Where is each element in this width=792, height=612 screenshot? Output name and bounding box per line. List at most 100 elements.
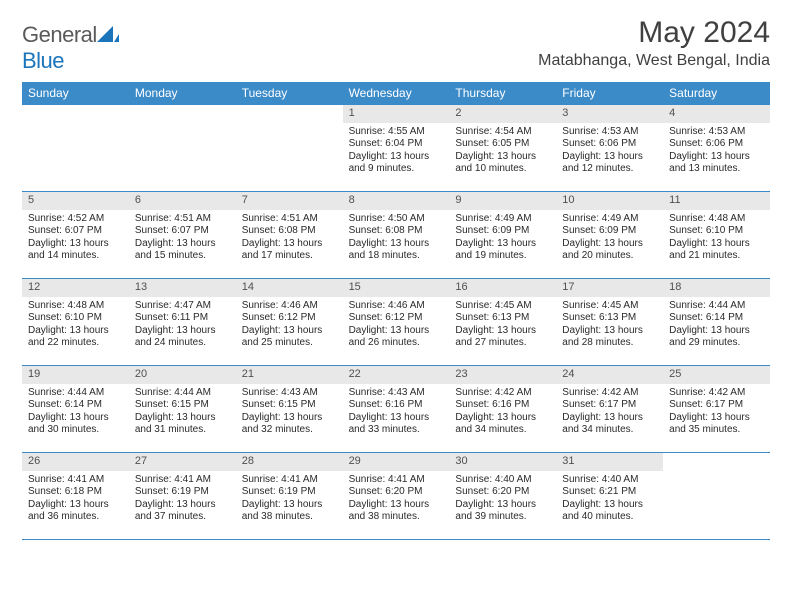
day-details: Sunrise: 4:46 AMSunset: 6:12 PMDaylight:… bbox=[236, 297, 343, 354]
day-number: 19 bbox=[22, 366, 129, 384]
day-details: Sunrise: 4:50 AMSunset: 6:08 PMDaylight:… bbox=[343, 210, 450, 267]
day-details: Sunrise: 4:40 AMSunset: 6:20 PMDaylight:… bbox=[449, 471, 556, 528]
day-sunrise: Sunrise: 4:40 AM bbox=[455, 474, 550, 487]
day-sunrise: Sunrise: 4:41 AM bbox=[135, 474, 230, 487]
day-daylight1: Daylight: 13 hours bbox=[28, 238, 123, 251]
day-number: 14 bbox=[236, 279, 343, 297]
day-number: 3 bbox=[556, 105, 663, 123]
day-details: Sunrise: 4:49 AMSunset: 6:09 PMDaylight:… bbox=[449, 210, 556, 267]
day-cell: 31Sunrise: 4:40 AMSunset: 6:21 PMDayligh… bbox=[556, 453, 663, 539]
day-details: Sunrise: 4:43 AMSunset: 6:15 PMDaylight:… bbox=[236, 384, 343, 441]
day-sunrise: Sunrise: 4:43 AM bbox=[242, 387, 337, 400]
day-daylight2: and 13 minutes. bbox=[669, 163, 764, 176]
day-daylight1: Daylight: 13 hours bbox=[562, 325, 657, 338]
day-number: 9 bbox=[449, 192, 556, 210]
day-number: 20 bbox=[129, 366, 236, 384]
day-cell: 9Sunrise: 4:49 AMSunset: 6:09 PMDaylight… bbox=[449, 192, 556, 278]
day-sunset: Sunset: 6:07 PM bbox=[135, 225, 230, 238]
day-daylight2: and 17 minutes. bbox=[242, 250, 337, 263]
day-daylight2: and 38 minutes. bbox=[349, 511, 444, 524]
day-daylight2: and 24 minutes. bbox=[135, 337, 230, 350]
day-number: 25 bbox=[663, 366, 770, 384]
day-daylight1: Daylight: 13 hours bbox=[28, 325, 123, 338]
day-daylight1: Daylight: 13 hours bbox=[562, 412, 657, 425]
day-daylight1: Daylight: 13 hours bbox=[669, 412, 764, 425]
day-sunset: Sunset: 6:20 PM bbox=[455, 486, 550, 499]
day-number: 29 bbox=[343, 453, 450, 471]
day-number: 10 bbox=[556, 192, 663, 210]
day-number: 17 bbox=[556, 279, 663, 297]
day-number: 12 bbox=[22, 279, 129, 297]
day-daylight2: and 21 minutes. bbox=[669, 250, 764, 263]
day-daylight1: Daylight: 13 hours bbox=[669, 325, 764, 338]
day-daylight2: and 38 minutes. bbox=[242, 511, 337, 524]
day-daylight1: Daylight: 13 hours bbox=[135, 325, 230, 338]
week-row: 5Sunrise: 4:52 AMSunset: 6:07 PMDaylight… bbox=[22, 191, 770, 278]
day-cell: 30Sunrise: 4:40 AMSunset: 6:20 PMDayligh… bbox=[449, 453, 556, 539]
day-cell: 12Sunrise: 4:48 AMSunset: 6:10 PMDayligh… bbox=[22, 279, 129, 365]
day-details: Sunrise: 4:45 AMSunset: 6:13 PMDaylight:… bbox=[449, 297, 556, 354]
day-cell: 20Sunrise: 4:44 AMSunset: 6:15 PMDayligh… bbox=[129, 366, 236, 452]
day-details: Sunrise: 4:45 AMSunset: 6:13 PMDaylight:… bbox=[556, 297, 663, 354]
day-details: Sunrise: 4:51 AMSunset: 6:07 PMDaylight:… bbox=[129, 210, 236, 267]
day-daylight1: Daylight: 13 hours bbox=[349, 238, 444, 251]
day-daylight2: and 12 minutes. bbox=[562, 163, 657, 176]
day-cell: 21Sunrise: 4:43 AMSunset: 6:15 PMDayligh… bbox=[236, 366, 343, 452]
weekday-saturday: Saturday bbox=[663, 82, 770, 104]
brand-blue: Blue bbox=[22, 48, 64, 73]
day-daylight2: and 36 minutes. bbox=[28, 511, 123, 524]
day-sunrise: Sunrise: 4:53 AM bbox=[562, 126, 657, 139]
logo-sail-icon bbox=[97, 22, 119, 47]
week-row: 19Sunrise: 4:44 AMSunset: 6:14 PMDayligh… bbox=[22, 365, 770, 452]
day-number: 30 bbox=[449, 453, 556, 471]
day-daylight1: Daylight: 13 hours bbox=[455, 412, 550, 425]
day-sunrise: Sunrise: 4:52 AM bbox=[28, 213, 123, 226]
day-daylight1: Daylight: 13 hours bbox=[349, 151, 444, 164]
day-number bbox=[663, 453, 770, 471]
day-number: 15 bbox=[343, 279, 450, 297]
day-details: Sunrise: 4:44 AMSunset: 6:14 PMDaylight:… bbox=[22, 384, 129, 441]
day-sunset: Sunset: 6:08 PM bbox=[349, 225, 444, 238]
day-number: 6 bbox=[129, 192, 236, 210]
day-daylight1: Daylight: 13 hours bbox=[349, 412, 444, 425]
day-number: 18 bbox=[663, 279, 770, 297]
day-details: Sunrise: 4:54 AMSunset: 6:05 PMDaylight:… bbox=[449, 123, 556, 180]
day-number bbox=[22, 105, 129, 123]
day-daylight1: Daylight: 13 hours bbox=[135, 238, 230, 251]
day-cell: 29Sunrise: 4:41 AMSunset: 6:20 PMDayligh… bbox=[343, 453, 450, 539]
day-sunrise: Sunrise: 4:49 AM bbox=[562, 213, 657, 226]
day-sunset: Sunset: 6:13 PM bbox=[562, 312, 657, 325]
day-sunset: Sunset: 6:06 PM bbox=[562, 138, 657, 151]
day-daylight1: Daylight: 13 hours bbox=[135, 412, 230, 425]
day-details: Sunrise: 4:41 AMSunset: 6:19 PMDaylight:… bbox=[236, 471, 343, 528]
weekday-tuesday: Tuesday bbox=[236, 82, 343, 104]
day-daylight2: and 22 minutes. bbox=[28, 337, 123, 350]
day-number: 28 bbox=[236, 453, 343, 471]
day-daylight1: Daylight: 13 hours bbox=[242, 238, 337, 251]
day-sunrise: Sunrise: 4:48 AM bbox=[669, 213, 764, 226]
day-daylight1: Daylight: 13 hours bbox=[242, 412, 337, 425]
day-sunset: Sunset: 6:09 PM bbox=[455, 225, 550, 238]
day-number: 16 bbox=[449, 279, 556, 297]
day-daylight2: and 32 minutes. bbox=[242, 424, 337, 437]
day-sunset: Sunset: 6:14 PM bbox=[669, 312, 764, 325]
day-daylight1: Daylight: 13 hours bbox=[455, 151, 550, 164]
day-daylight2: and 29 minutes. bbox=[669, 337, 764, 350]
day-daylight1: Daylight: 13 hours bbox=[28, 499, 123, 512]
day-sunset: Sunset: 6:16 PM bbox=[349, 399, 444, 412]
day-number: 26 bbox=[22, 453, 129, 471]
title-block: May 2024 Matabhanga, West Bengal, India bbox=[538, 16, 770, 70]
day-sunset: Sunset: 6:08 PM bbox=[242, 225, 337, 238]
day-details: Sunrise: 4:52 AMSunset: 6:07 PMDaylight:… bbox=[22, 210, 129, 267]
day-daylight1: Daylight: 13 hours bbox=[562, 238, 657, 251]
day-daylight2: and 20 minutes. bbox=[562, 250, 657, 263]
day-cell: 26Sunrise: 4:41 AMSunset: 6:18 PMDayligh… bbox=[22, 453, 129, 539]
day-sunset: Sunset: 6:21 PM bbox=[562, 486, 657, 499]
day-details: Sunrise: 4:42 AMSunset: 6:17 PMDaylight:… bbox=[663, 384, 770, 441]
week-row: 12Sunrise: 4:48 AMSunset: 6:10 PMDayligh… bbox=[22, 278, 770, 365]
day-sunset: Sunset: 6:14 PM bbox=[28, 399, 123, 412]
day-sunrise: Sunrise: 4:40 AM bbox=[562, 474, 657, 487]
day-sunset: Sunset: 6:15 PM bbox=[242, 399, 337, 412]
weekday-monday: Monday bbox=[129, 82, 236, 104]
day-sunset: Sunset: 6:12 PM bbox=[349, 312, 444, 325]
